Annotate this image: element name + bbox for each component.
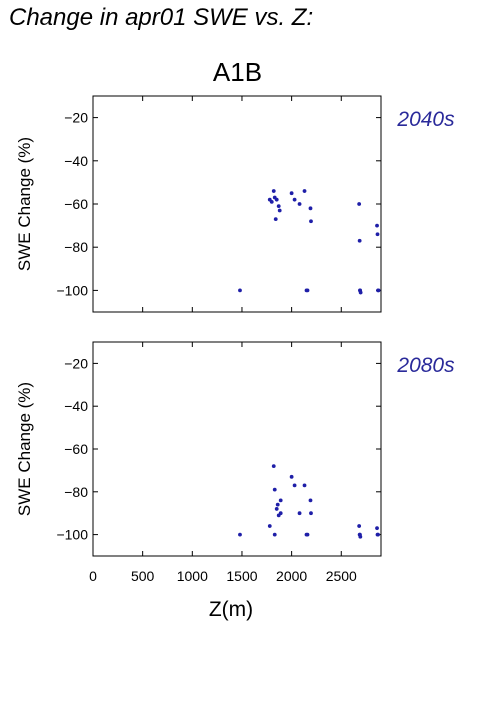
- x-tick-label: 2500: [326, 568, 357, 584]
- data-point: [292, 483, 297, 488]
- data-point: [357, 238, 362, 243]
- y-axis-label: SWE Change (%): [15, 382, 34, 516]
- data-point: [358, 534, 363, 539]
- y-tick-label: −40: [64, 398, 88, 414]
- plot-frame: [92, 95, 382, 313]
- y-tick-label: −100: [56, 527, 88, 543]
- panel-1: −20 −40 −60 −80 −100 SWE Change (%) 2040s: [15, 95, 455, 313]
- data-point: [269, 199, 274, 204]
- x-axis-label: Z(m): [209, 598, 253, 621]
- x-tick-label: 0: [89, 568, 97, 584]
- data-point: [376, 532, 380, 537]
- data-point: [275, 502, 280, 507]
- y-tick-label: −80: [64, 239, 88, 255]
- data-point: [276, 204, 281, 209]
- y-tick-label: −80: [64, 484, 88, 500]
- y-tick-label: −60: [64, 441, 88, 457]
- data-point: [297, 202, 302, 206]
- y-tick-label: −60: [64, 196, 88, 212]
- data-point: [302, 189, 307, 193]
- data-point: [292, 197, 297, 202]
- data-point: [375, 223, 379, 228]
- x-tick-label: 1000: [177, 568, 208, 584]
- data-point: [238, 532, 242, 537]
- x-tick-label: 1500: [226, 568, 257, 584]
- data-point: [376, 288, 381, 293]
- data-point: [309, 219, 313, 224]
- data-point: [297, 511, 302, 516]
- data-point: [305, 288, 310, 293]
- data-point: [271, 464, 276, 469]
- data-point: [308, 498, 313, 503]
- plot-frame: [92, 341, 382, 557]
- y-tick-label: −100: [56, 282, 88, 298]
- data-point: [271, 189, 276, 193]
- data-point: [305, 532, 310, 537]
- y-tick-label: −20: [64, 355, 88, 371]
- period-label: 2040s: [396, 108, 455, 131]
- data-point: [357, 202, 362, 206]
- data-point: [277, 208, 282, 213]
- data-point: [274, 507, 279, 511]
- x-tick-label: 500: [131, 568, 155, 584]
- data-point: [238, 288, 242, 293]
- panel-2: −20 −40 −60 −80 −100 0 500 1000 1500 2000 2500 SWE …: [15, 341, 455, 621]
- data-point: [357, 524, 362, 528]
- page-title: Change in apr01 SWE vs. Z:: [9, 4, 314, 31]
- period-label: 2080s: [396, 354, 455, 377]
- data-point: [278, 498, 283, 503]
- y-tick-label: −20: [64, 110, 88, 126]
- data-point: [273, 217, 278, 222]
- data-point: [272, 532, 277, 537]
- data-point: [289, 474, 294, 479]
- data-point: [274, 197, 279, 202]
- data-point: [302, 483, 307, 488]
- data-point: [309, 511, 313, 516]
- data-point: [267, 524, 272, 528]
- data-point: [272, 487, 277, 492]
- data-point: [358, 290, 363, 295]
- data-point: [278, 511, 283, 516]
- data-point: [375, 232, 380, 237]
- data-point: [289, 191, 294, 196]
- data-point: [308, 206, 313, 211]
- scenario-label: A1B: [212, 57, 263, 87]
- x-tick-label: 2000: [276, 568, 307, 584]
- y-axis-label: SWE Change (%): [15, 137, 34, 271]
- data-point: [375, 526, 379, 531]
- y-tick-label: −40: [64, 153, 88, 169]
